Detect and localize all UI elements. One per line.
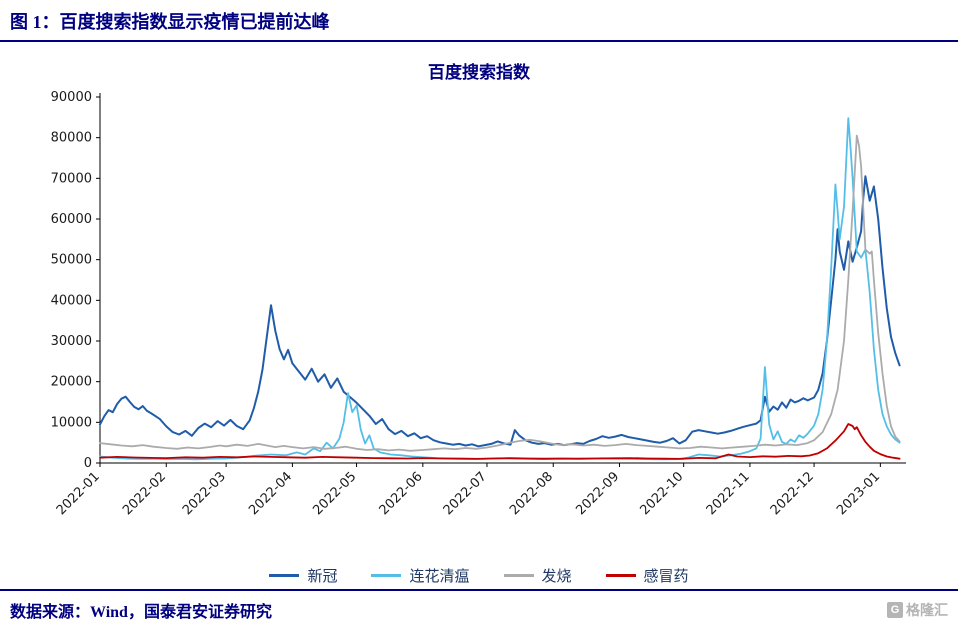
figure-title: 图 1：百度搜索指数显示疫情已提前达峰 [10,12,330,32]
x-tick-label: 2022-01 [54,469,103,518]
legend-swatch-1 [371,574,402,577]
series-line-0 [99,175,901,448]
legend-swatch-0 [269,574,300,577]
y-tick-label: 60000 [51,212,92,227]
chart-legend: 新冠 连花清瘟 发烧 感冒药 [0,565,958,586]
line-chart: 0 10000 20000 30000 40000 50000 60000 70000 8000… [51,90,906,518]
x-tick-label: 2022-06 [377,469,426,518]
y-tick-label: 30000 [51,334,92,349]
x-tick-label: 2022-09 [573,469,622,518]
y-tick-label: 10000 [51,415,92,430]
legend-item-3: 感冒药 [605,565,689,586]
series-line-3 [99,423,901,460]
chart-area: 百度搜索指数 0 10000 20000 30000 40000 50000 60000 70… [0,58,958,586]
x-tick-label: 2022-11 [704,469,753,518]
legend-item-2: 发烧 [503,565,572,586]
legend-item-1: 连花清瘟 [371,565,470,586]
x-tick-label: 2022-05 [310,469,359,518]
x-tick-label: 2022-03 [180,469,229,518]
data-source-text: 数据来源：Wind，国泰君安证券研究 [10,604,272,621]
x-tick-label: 2023-01 [834,469,883,518]
x-tick-label: 2022-10 [637,469,686,518]
y-tick-label: 50000 [51,253,92,268]
y-tick-label: 70000 [51,171,92,186]
legend-item-0: 新冠 [269,565,337,586]
series-line-2 [99,134,901,452]
legend-swatch-2 [503,574,534,577]
legend-label-2: 发烧 [541,569,572,585]
gelonghui-logo-text: 格隆汇 [906,602,948,618]
y-tick-label: 20000 [51,375,92,390]
y-tick-label: 90000 [51,90,92,105]
gelonghui-logo-icon: G [887,602,903,618]
chart-title: 百度搜索指数 [428,63,530,82]
legend-swatch-3 [605,574,636,577]
figure-header: 图 1：百度搜索指数显示疫情已提前达峰 [0,0,958,42]
legend-label-0: 新冠 [307,569,338,585]
x-tick-label: 2022-02 [120,469,169,518]
x-tick-label: 2022-12 [768,469,817,518]
x-tick-label: 2022-07 [441,469,490,518]
gelonghui-logo: G 格隆汇 [887,600,948,620]
y-tick-label: 0 [84,456,92,471]
y-tick-label: 40000 [51,293,92,308]
y-tick-label: 80000 [51,131,92,146]
legend-label-1: 连花清瘟 [409,569,470,585]
legend-label-3: 感冒药 [643,569,689,585]
x-tick-label: 2022-08 [507,469,556,518]
figure-footer: 数据来源：Wind，国泰君安证券研究 G 格隆汇 [0,589,958,630]
x-tick-label: 2022-04 [246,469,295,518]
